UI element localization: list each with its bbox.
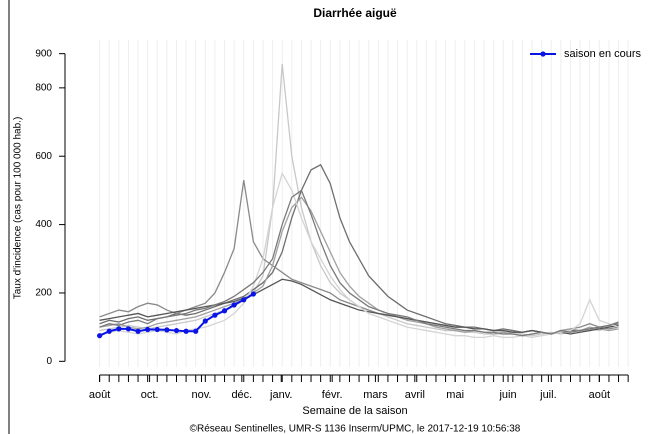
x-tick-label: oct. (141, 389, 159, 401)
x-tick-label: juin (498, 389, 516, 401)
legend-label: saison en cours (564, 48, 642, 60)
y-tick-label: 400 (35, 219, 52, 230)
x-tick-label: mai (446, 389, 464, 401)
x-tick-label: déc. (231, 389, 252, 401)
chart-title: Diarrhée aiguë (313, 6, 397, 20)
x-tick-label: mars (363, 389, 388, 401)
x-tick-label: févr. (322, 389, 343, 401)
data-point (173, 327, 180, 334)
data-point (125, 326, 132, 332)
data-point (135, 328, 141, 334)
footer: ©Réseau Sentinelles, UMR-S 1136 Inserm/U… (190, 424, 521, 434)
y-tick-label: 600 (35, 151, 52, 162)
y-tick-label: 900 (35, 48, 52, 59)
data-point (116, 326, 122, 332)
series-line (99, 278, 619, 335)
data-point (106, 328, 112, 334)
y-axis-label: Taux d'incidence (cas pour 100 000 hab.) (13, 117, 24, 300)
legend-marker (540, 51, 546, 57)
data-point (231, 302, 237, 308)
series-line (99, 189, 619, 337)
x-tick-label: août (589, 389, 610, 401)
data-point (250, 291, 256, 297)
data-point (145, 326, 151, 333)
data-point (97, 333, 103, 339)
data-point (202, 318, 208, 324)
data-point (241, 297, 247, 303)
x-axis-label: Semaine de la saison (302, 405, 407, 417)
data-point (164, 327, 170, 333)
y-tick-label: 800 (35, 82, 52, 93)
x-tick-label: avril (405, 389, 425, 401)
x-tick-label: août (89, 389, 110, 401)
x-tick-label: janv. (269, 389, 292, 401)
data-point (212, 312, 218, 318)
x-tick-label: nov. (191, 389, 211, 401)
data-point (193, 328, 199, 334)
x-tick-label: juil. (539, 389, 557, 401)
data-point (221, 308, 228, 314)
data-point (154, 326, 160, 333)
y-tick-label: 200 (35, 288, 52, 299)
y-tick-label: 0 (46, 356, 52, 367)
data-point (183, 328, 189, 334)
